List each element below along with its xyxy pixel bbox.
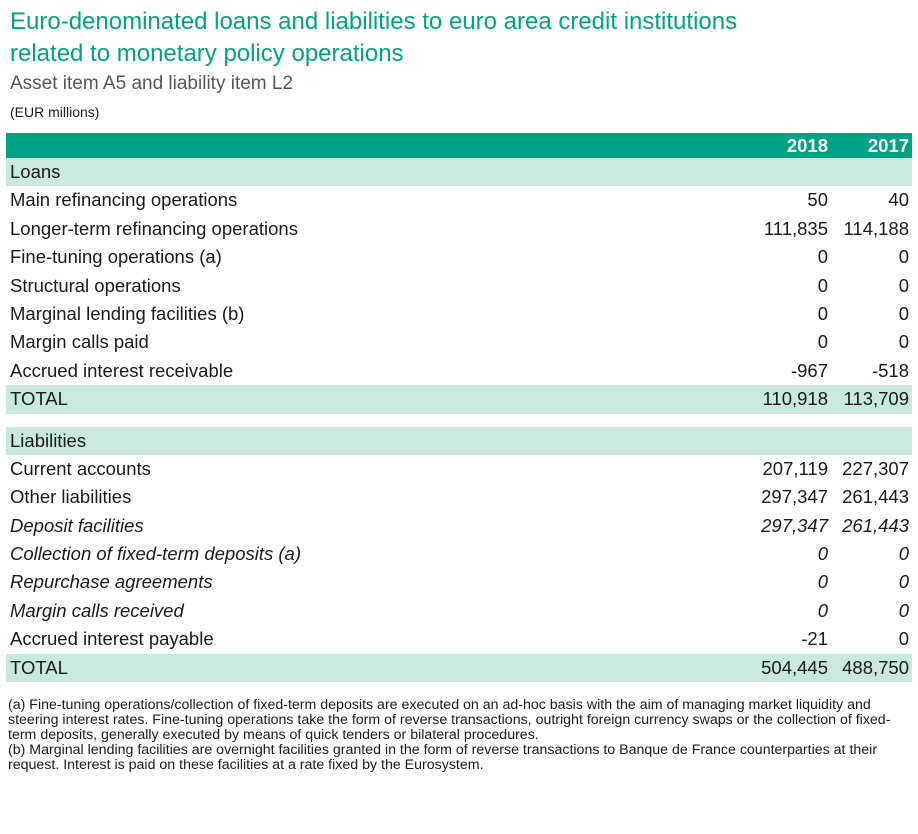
total-2017: 113,709: [843, 388, 910, 410]
value-2018: 50: [807, 189, 828, 211]
row-label: Longer-term refinancing operations: [10, 217, 298, 239]
total-2018: 110,918: [762, 388, 829, 410]
table-row: Margin calls received 0 0: [6, 597, 912, 625]
title-line-1: Euro-denominated loans and liabilities t…: [10, 8, 738, 35]
footnote-a: (a) Fine-tuning operations/collection of…: [8, 697, 891, 743]
table-row: Collection of fixed-term deposits (a) 0 …: [6, 540, 912, 568]
value-2018: 0: [817, 571, 828, 593]
row-label: Collection of fixed-term deposits (a): [10, 543, 301, 565]
section-label: Loans: [10, 161, 61, 182]
value-2017: 0: [898, 599, 909, 621]
table-row: Marginal lending facilities (b) 0 0: [6, 300, 912, 328]
value-2018: 0: [817, 331, 828, 353]
row-label: Current accounts: [10, 457, 151, 479]
total-label: TOTAL: [10, 388, 68, 410]
value-2017: 261,443: [842, 486, 909, 508]
total-2018: 504,445: [761, 656, 828, 678]
row-label: Margin calls received: [10, 599, 184, 621]
row-label: Marginal lending facilities (b): [10, 302, 245, 324]
value-2018: 0: [817, 543, 828, 565]
section-loans: Loans: [6, 158, 912, 187]
value-2017: 0: [898, 628, 909, 650]
value-2017: 0: [898, 246, 909, 268]
total-label: TOTAL: [10, 656, 68, 678]
header-2017: 2017: [867, 135, 909, 156]
table-row: Other liabilities 297,347 261,443: [6, 483, 912, 511]
value-2018: 0: [817, 246, 828, 268]
title-line-2: related to monetary policy operations: [10, 40, 404, 67]
total-2017: 488,750: [842, 656, 909, 678]
row-label: Accrued interest payable: [10, 628, 214, 650]
value-2018: -21: [801, 628, 828, 650]
table-row: Structural operations 0 0: [6, 272, 912, 300]
row-label: Other liabilities: [10, 486, 132, 508]
page-title: Euro-denominated loans and liabilities t…: [10, 6, 910, 70]
row-label: Deposit facilities: [10, 514, 144, 536]
header-2018: 2018: [786, 135, 828, 156]
table-row: Deposit facilities 297,347 261,443: [6, 512, 912, 540]
value-2018: 297,347: [761, 486, 828, 508]
row-label: Margin calls paid: [10, 331, 149, 353]
page-subtitle: Asset item A5 and liability item L2: [10, 73, 294, 94]
value-2017: 0: [898, 302, 909, 324]
footnotes: (a) Fine-tuning operations/collection of…: [8, 698, 908, 773]
table-row: Longer-term refinancing operations 111,8…: [6, 215, 912, 243]
table-row: Current accounts 207,119 227,307: [6, 455, 912, 483]
value-2017: 0: [898, 571, 909, 593]
table-row: Repurchase agreements 0 0: [6, 568, 912, 596]
table-row: Margin calls paid 0 0: [6, 328, 912, 356]
row-label: Structural operations: [10, 274, 181, 296]
row-label: Main refinancing operations: [10, 189, 238, 211]
table-header-row: 2018 2017: [6, 133, 912, 158]
value-2018: 0: [817, 599, 828, 621]
loans-liabilities-table: 2018 2017 Loans Main refinancing operati…: [6, 133, 912, 683]
value-2017: 0: [898, 543, 909, 565]
value-2017: 0: [898, 331, 909, 353]
table-row: Accrued interest payable -21 0: [6, 625, 912, 653]
value-2018: 0: [817, 274, 828, 296]
section-label: Liabilities: [10, 429, 87, 451]
section-liabilities: Liabilities: [6, 426, 912, 455]
value-2017: 261,443: [842, 514, 909, 536]
table-row: Accrued interest receivable -967 -518: [6, 357, 912, 385]
row-label: Repurchase agreements: [10, 571, 213, 593]
table-row: Fine-tuning operations (a) 0 0: [6, 243, 912, 271]
value-2017: 40: [888, 189, 909, 211]
value-2017: -518: [871, 359, 909, 381]
value-2018: 207,119: [762, 457, 829, 479]
units-label: (EUR millions): [10, 104, 100, 120]
value-2018: 297,347: [761, 514, 828, 536]
value-2018: -967: [790, 359, 828, 381]
loans-total-row: TOTAL 110,918 113,709: [6, 385, 912, 414]
value-2018: 111,835: [763, 217, 828, 239]
value-2017: 114,188: [843, 217, 910, 239]
section-spacer: [6, 414, 912, 427]
liabilities-total-row: TOTAL 504,445 488,750: [6, 653, 912, 683]
value-2018: 0: [817, 302, 828, 324]
row-label: Accrued interest receivable: [10, 359, 234, 381]
row-label: Fine-tuning operations (a): [10, 246, 222, 268]
footnote-b: (b) Marginal lending facilities are over…: [8, 742, 878, 773]
value-2017: 0: [898, 274, 909, 296]
value-2017: 227,307: [842, 457, 909, 479]
table-row: Main refinancing operations 50 40: [6, 186, 912, 214]
